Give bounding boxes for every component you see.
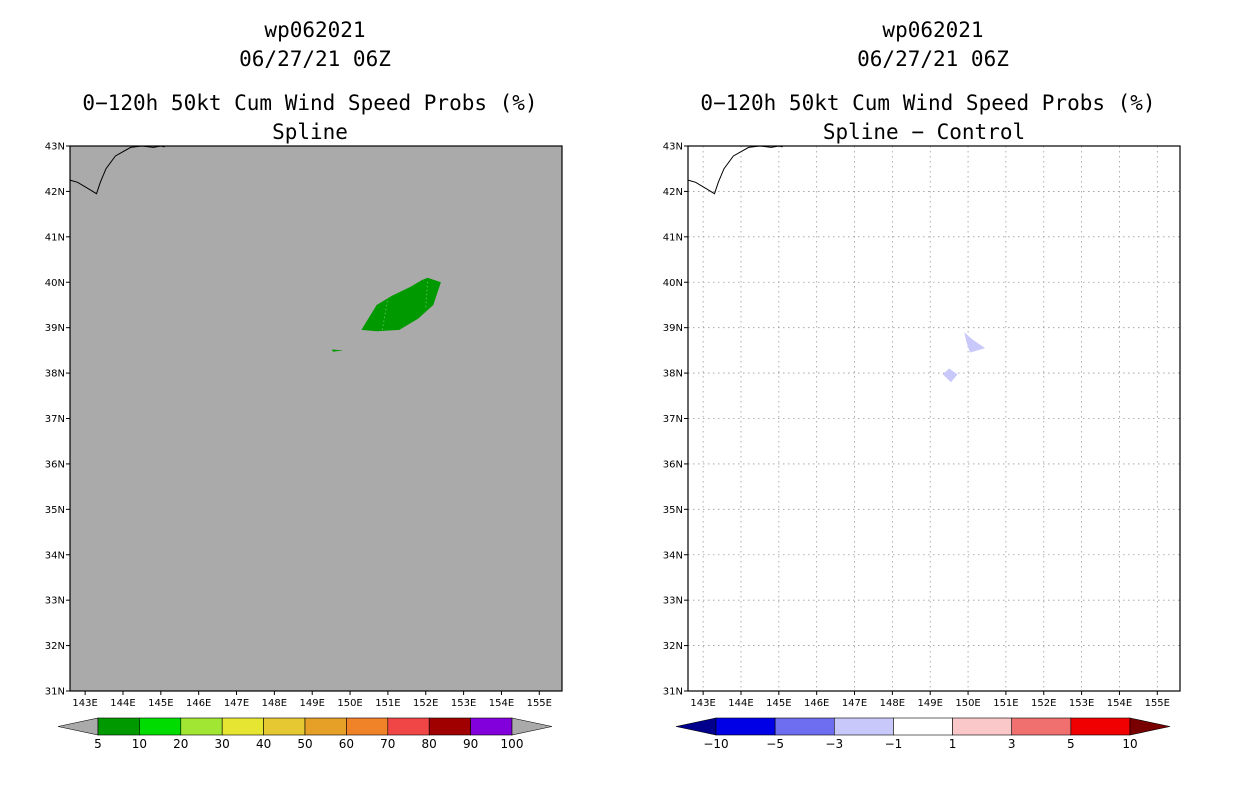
left-contour-line-1: [381, 298, 389, 331]
left-prob-region-2: [331, 349, 344, 352]
left-coastline: [69, 145, 165, 195]
left-xtick-label-144E: 144E: [110, 698, 135, 709]
left-ytick-label-43N: 43N: [45, 142, 65, 153]
left-xtick-label-153E: 153E: [451, 698, 476, 709]
left-xtick-label-146E: 146E: [186, 698, 211, 709]
right-title-storm-id: wp062021: [882, 18, 984, 42]
left-colorbar-swatch-5: [263, 717, 306, 736]
right-title-method: Spline − Control: [822, 120, 1026, 144]
left-ytick-label-39N: 39N: [45, 323, 65, 334]
left-colorbar-label-9: 80: [422, 737, 437, 751]
left-title-product: 0−120h 50kt Cum Wind Speed Probs (%): [82, 91, 538, 115]
left-xtick-label-154E: 154E: [489, 698, 514, 709]
left-colorbar-swatch-2: [139, 717, 182, 736]
left-xtick-label-150E: 150E: [337, 698, 362, 709]
left-colorbar-label-8: 70: [380, 737, 395, 751]
left-xtick-label-147E: 147E: [224, 698, 249, 709]
left-ytick-label-33N: 33N: [45, 596, 65, 607]
left-colorbar-label-7: 60: [339, 737, 354, 751]
left-contour-line-2: [425, 279, 429, 308]
left-colorbar-swatch-8: [387, 717, 430, 736]
left-ytick-label-40N: 40N: [45, 278, 65, 289]
left-colorbar-swatch-6: [304, 717, 347, 736]
left-colorbar-high-triangle: [511, 717, 553, 736]
left-ytick-label-37N: 37N: [45, 414, 65, 425]
left-xtick-label-148E: 148E: [262, 698, 287, 709]
left-ytick-label-31N: 31N: [45, 687, 65, 698]
left-xtick-label-149E: 149E: [300, 698, 325, 709]
left-ytick-label-35N: 35N: [45, 505, 65, 516]
left-title-storm-id: wp062021: [264, 18, 366, 42]
left-colorbar-swatch-3: [180, 717, 223, 736]
left-xtick-label-151E: 151E: [375, 698, 400, 709]
left-colorbar-label-6: 50: [297, 737, 312, 751]
left-xtick-label-145E: 145E: [148, 698, 173, 709]
left-title-method: Spline: [272, 120, 348, 144]
left-colorbar-label-3: 20: [173, 737, 188, 751]
left-colorbar-swatch-9: [428, 717, 471, 736]
left-ytick-label-41N: 41N: [45, 232, 65, 243]
left-xtick-label-155E: 155E: [527, 698, 552, 709]
left-xtick-label-143E: 143E: [72, 698, 97, 709]
left-colorbar-label-4: 30: [215, 737, 230, 751]
left-colorbar-low-triangle: [57, 717, 99, 736]
left-colorbar-label-5: 40: [256, 737, 271, 751]
left-colorbar-swatch-4: [221, 717, 264, 736]
right-title-product: 0−120h 50kt Cum Wind Speed Probs (%): [700, 91, 1156, 115]
left-prob-region-1: [361, 277, 441, 332]
left-map-background: [70, 146, 562, 691]
left-ytick-label-42N: 42N: [45, 187, 65, 198]
left-ytick-label-32N: 32N: [45, 641, 65, 652]
left-ytick-label-36N: 36N: [45, 459, 65, 470]
left-ytick-label-34N: 34N: [45, 550, 65, 561]
left-colorbar-label-11: 100: [501, 737, 524, 751]
right-title-datetime: 06/27/21 06Z: [857, 47, 1009, 71]
left-xtick-label-152E: 152E: [413, 698, 438, 709]
left-colorbar-label-2: 10: [132, 737, 147, 751]
left-colorbar-label-1: 5: [94, 737, 102, 751]
left-colorbar-swatch-1: [97, 717, 140, 736]
left-ytick-label-38N: 38N: [45, 369, 65, 380]
left-colorbar-swatch-10: [470, 717, 513, 736]
left-colorbar-label-10: 90: [463, 737, 478, 751]
left-colorbar-swatch-7: [346, 717, 389, 736]
left-title-datetime: 06/27/21 06Z: [239, 47, 391, 71]
